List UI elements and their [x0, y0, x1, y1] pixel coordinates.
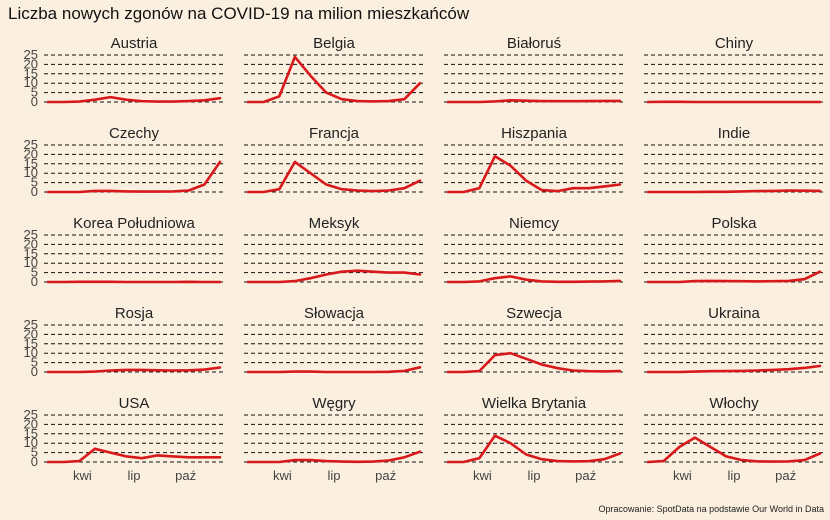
series-line-wielka-brytania: [446, 434, 622, 464]
y-tick-label: 10: [24, 165, 38, 180]
panel-title-czechy: Czechy: [109, 125, 160, 142]
panel-title-korea-poludniowa: Korea Południowa: [73, 215, 195, 232]
x-tick-label-kwi: kwi: [473, 468, 492, 483]
x-tick-label-lip: lip: [527, 468, 540, 483]
y-tick-label: 15: [24, 426, 38, 441]
y-tick-label: 25: [24, 47, 38, 62]
panel-title-bialorus: Białoruś: [507, 35, 561, 52]
y-tick-label: 0: [31, 364, 38, 379]
x-tick-label-paz: paź: [175, 468, 196, 483]
y-tick-label: 10: [24, 345, 38, 360]
x-tick-label-lip: lip: [127, 468, 140, 483]
y-tick-label: 0: [31, 274, 38, 289]
panel-title-francja: Francja: [309, 125, 360, 142]
y-tick-label: 5: [31, 355, 38, 370]
y-tick-label: 20: [24, 146, 38, 161]
series-line-francja: [246, 160, 422, 194]
panel-title-slowacja: Słowacja: [304, 305, 365, 322]
x-tick-label-paz: paź: [375, 468, 396, 483]
panel-title-chiny: Chiny: [715, 35, 754, 52]
series-line-wlochy: [646, 436, 822, 464]
y-tick-label: 10: [24, 435, 38, 450]
source-caption: Opracowanie: SpotData na podstawie Our W…: [598, 504, 824, 514]
panel-title-austria: Austria: [111, 35, 158, 52]
y-tick-label: 15: [24, 336, 38, 351]
y-tick-label: 20: [24, 326, 38, 341]
y-tick-label: 10: [24, 75, 38, 90]
panel-title-wegry: Węgry: [312, 395, 356, 412]
series-line-indie: [646, 189, 822, 194]
panel-title-belgia: Belgia: [313, 35, 355, 52]
panel-title-szwecja: Szwecja: [506, 305, 563, 322]
panel-title-ukraina: Ukraina: [708, 305, 760, 322]
series-line-wegry: [246, 450, 422, 464]
panel-title-usa: USA: [119, 395, 150, 412]
y-tick-label: 25: [24, 137, 38, 152]
panel-title-wlochy: Włochy: [709, 395, 759, 412]
y-tick-label: 5: [31, 175, 38, 190]
y-tick-label: 20: [24, 416, 38, 431]
series-line-ukraina: [646, 364, 822, 374]
y-tick-label: 5: [31, 85, 38, 100]
x-tick-label-lip: lip: [727, 468, 740, 483]
panel-title-rosja: Rosja: [115, 305, 154, 322]
series-line-meksyk: [246, 269, 422, 284]
panel-title-meksyk: Meksyk: [309, 215, 360, 232]
y-tick-label: 10: [24, 255, 38, 270]
x-tick-label-kwi: kwi: [73, 468, 92, 483]
y-tick-label: 25: [24, 407, 38, 422]
y-tick-label: 25: [24, 227, 38, 242]
y-tick-label: 0: [31, 184, 38, 199]
panel-title-niemcy: Niemcy: [509, 215, 560, 232]
x-tick-label-kwi: kwi: [273, 468, 292, 483]
y-tick-label: 25: [24, 317, 38, 332]
series-line-szwecja: [446, 351, 622, 374]
series-line-slowacja: [246, 365, 422, 374]
x-tick-label-paz: paź: [775, 468, 796, 483]
series-line-belgia: [246, 55, 422, 104]
panel-title-hiszpania: Hiszpania: [501, 125, 568, 142]
x-tick-label-kwi: kwi: [673, 468, 692, 483]
y-tick-label: 0: [31, 94, 38, 109]
y-tick-label: 15: [24, 246, 38, 261]
series-line-rosja: [46, 366, 222, 374]
page-title: Liczba nowych zgonów na COVID-19 na mili…: [8, 4, 470, 23]
series-line-czechy: [46, 160, 222, 194]
x-tick-label-paz: paź: [575, 468, 596, 483]
series-line-austria: [46, 95, 222, 104]
panel-title-polska: Polska: [711, 215, 757, 232]
y-tick-label: 5: [31, 265, 38, 280]
panel-title-indie: Indie: [718, 125, 751, 142]
series-line-bialorus: [446, 99, 622, 104]
y-tick-label: 20: [24, 236, 38, 251]
panel-title-wielka-brytania: Wielka Brytania: [482, 395, 587, 412]
y-tick-label: 20: [24, 56, 38, 71]
series-line-hiszpania: [446, 155, 622, 194]
y-tick-label: 5: [31, 445, 38, 460]
series-line-polska: [646, 270, 822, 284]
series-line-usa: [46, 447, 222, 464]
x-tick-label-lip: lip: [327, 468, 340, 483]
y-tick-label: 15: [24, 66, 38, 81]
y-tick-label: 15: [24, 156, 38, 171]
series-line-niemcy: [446, 275, 622, 284]
y-tick-label: 0: [31, 454, 38, 469]
